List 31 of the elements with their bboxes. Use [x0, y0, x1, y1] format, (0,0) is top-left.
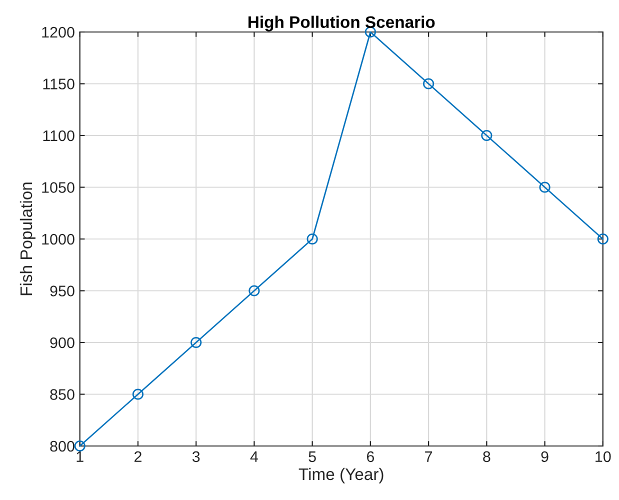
x-tick-label: 8 [483, 451, 490, 462]
y-tick-label: 1150 [43, 78, 74, 90]
point [423, 78, 434, 90]
point [132, 388, 144, 400]
y-tick-label: 950 [50, 286, 74, 296]
x-tick-label: 1 [76, 451, 84, 462]
x-tick-label: 2 [134, 451, 142, 462]
x-tick-label: 4 [250, 451, 258, 462]
y-tick-label: 1050 [42, 182, 74, 193]
y-tick-label: 900 [50, 337, 74, 348]
y-axis-title: Fish Population [20, 182, 36, 296]
point [306, 233, 318, 245]
x-tick-label: 9 [541, 451, 548, 462]
point [597, 233, 608, 245]
x-tick-label: 5 [308, 451, 316, 462]
x-axis-title: Time (Year) [298, 468, 384, 484]
point [190, 336, 202, 348]
y-tick-label: 1200 [42, 26, 74, 38]
x-tick-label: 10 [596, 451, 611, 462]
x-tick-label: 6 [366, 451, 374, 462]
point [74, 440, 86, 452]
point [539, 182, 550, 193]
x-tick-label: 3 [192, 451, 200, 462]
chart-title: High Pollution Scenario [248, 16, 435, 32]
x-tick-label: 7 [425, 451, 432, 462]
y-tick-label: 1100 [43, 130, 74, 142]
y-tick-label: 800 [50, 440, 74, 452]
y-tick-label: 850 [50, 389, 74, 400]
point [481, 130, 492, 142]
y-tick-label: 1000 [42, 234, 74, 245]
point [248, 285, 260, 296]
